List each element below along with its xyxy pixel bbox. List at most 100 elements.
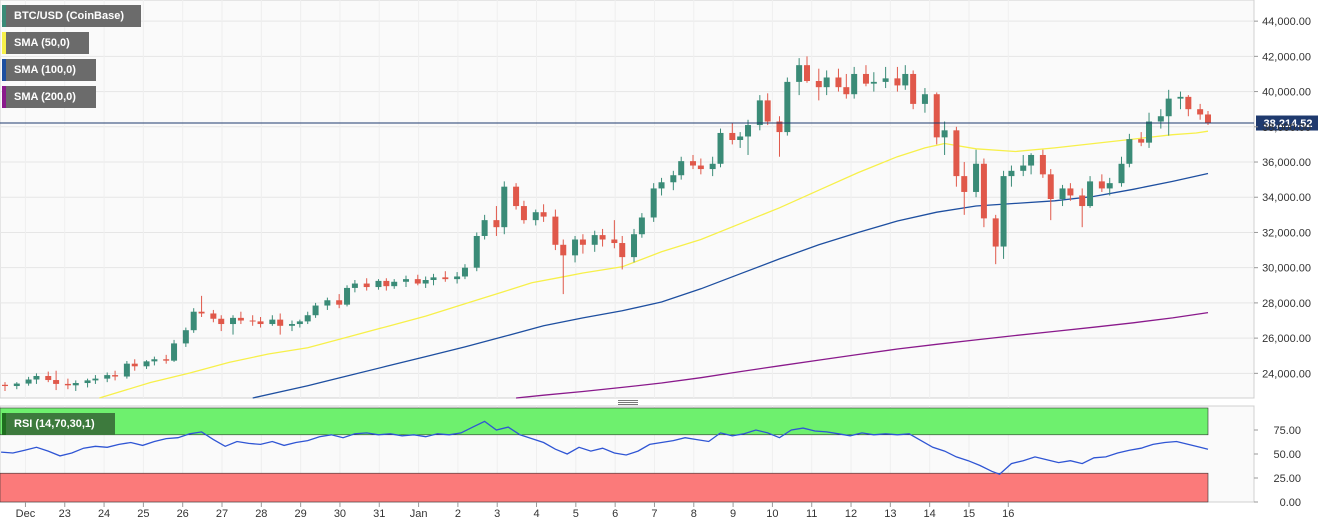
candle-body bbox=[84, 380, 91, 384]
candle-body bbox=[25, 379, 32, 384]
candle bbox=[815, 68, 822, 101]
candle-body bbox=[941, 130, 948, 138]
time-tick-label: 12 bbox=[845, 508, 857, 520]
candle bbox=[921, 88, 928, 113]
candle bbox=[1000, 170, 1007, 259]
candle bbox=[92, 375, 99, 384]
candle-body bbox=[631, 234, 638, 258]
candle bbox=[804, 56, 810, 83]
rsi-tick-label: 25.00 bbox=[1273, 473, 1301, 485]
candle bbox=[729, 123, 736, 145]
candle-body bbox=[619, 243, 626, 258]
candle-body bbox=[363, 283, 370, 288]
candle-body bbox=[815, 81, 822, 88]
time-tick-label: 28 bbox=[255, 508, 267, 520]
candle-body bbox=[882, 78, 889, 82]
candle bbox=[1047, 169, 1054, 221]
candle bbox=[697, 158, 704, 175]
candle bbox=[1146, 112, 1153, 148]
candle-body bbox=[1126, 139, 1133, 164]
candle-body bbox=[697, 165, 704, 170]
time-tick-label: Jan bbox=[410, 508, 428, 520]
candle bbox=[1079, 188, 1086, 228]
candle bbox=[430, 273, 437, 286]
candle bbox=[599, 228, 606, 247]
sma-200-path bbox=[516, 311, 1209, 399]
candle-body bbox=[123, 363, 130, 377]
candle bbox=[902, 65, 909, 90]
price-tick-label: 38,000.00 bbox=[1262, 122, 1311, 134]
candle-body bbox=[756, 100, 763, 126]
candle-body bbox=[540, 212, 547, 217]
candle-body bbox=[403, 279, 409, 282]
candle bbox=[941, 121, 948, 155]
candle-body bbox=[650, 188, 657, 218]
price-tick-label: 24,000.00 bbox=[1262, 368, 1311, 380]
legend-sma100[interactable]: SMA (100,0) bbox=[2, 59, 96, 81]
legend-sma200[interactable]: SMA (200,0) bbox=[2, 86, 96, 108]
candle bbox=[870, 72, 877, 92]
candle-body bbox=[351, 283, 358, 288]
candle-body bbox=[862, 73, 869, 84]
candle bbox=[784, 77, 791, 136]
candle-body bbox=[638, 217, 645, 235]
candle-body bbox=[717, 132, 724, 164]
candle bbox=[493, 206, 500, 236]
price-tick-label: 34,000.00 bbox=[1262, 192, 1311, 204]
candle-body bbox=[843, 87, 850, 95]
legend-instrument[interactable]: BTC/USD (CoinBase) bbox=[2, 5, 141, 27]
candle bbox=[383, 278, 390, 291]
time-tick-label: 16 bbox=[1002, 508, 1014, 520]
candle bbox=[843, 73, 850, 99]
candle bbox=[882, 66, 889, 89]
candle-body bbox=[513, 186, 520, 207]
candle-body bbox=[910, 73, 917, 104]
candle bbox=[324, 297, 331, 310]
price-tick-label: 42,000.00 bbox=[1262, 51, 1311, 63]
candle bbox=[520, 200, 527, 224]
legend-sma50-label: SMA (50,0) bbox=[14, 37, 70, 49]
legend-sma50[interactable]: SMA (50,0) bbox=[2, 32, 89, 54]
price-tick-label: 32,000.00 bbox=[1262, 227, 1311, 239]
candle-body bbox=[422, 280, 429, 284]
rsi-line bbox=[1, 420, 1209, 475]
candle bbox=[619, 235, 626, 270]
rsi-path bbox=[1, 420, 1209, 475]
candle bbox=[933, 92, 940, 145]
candle bbox=[304, 311, 311, 325]
sma-100-path bbox=[252, 172, 1209, 399]
price-pane[interactable] bbox=[0, 0, 1255, 399]
candle bbox=[1197, 103, 1204, 120]
time-tick-label: 10 bbox=[766, 508, 778, 520]
price-tick-label: 40,000.00 bbox=[1262, 87, 1311, 99]
candle-body bbox=[1106, 183, 1113, 189]
candle-body bbox=[64, 383, 71, 386]
time-tick-label: 9 bbox=[730, 508, 736, 520]
candle bbox=[351, 280, 358, 293]
candle bbox=[163, 354, 170, 364]
candle bbox=[481, 214, 488, 240]
candle-body bbox=[481, 220, 488, 236]
candle bbox=[764, 93, 771, 126]
candle-body bbox=[45, 375, 52, 381]
candle bbox=[104, 372, 111, 383]
rsi-axis: 75.00 50.00 25.00 0.00 bbox=[1254, 425, 1301, 509]
candle-body bbox=[163, 359, 170, 361]
legend-rsi[interactable]: RSI (14,70,30,1) bbox=[2, 413, 115, 435]
candle-body bbox=[336, 300, 343, 305]
pane-splitter[interactable] bbox=[618, 400, 638, 405]
candle-body bbox=[1205, 114, 1211, 124]
candle-body bbox=[383, 280, 390, 287]
candle bbox=[1067, 183, 1074, 201]
rsi-tick-label: 75.00 bbox=[1273, 425, 1301, 437]
legend-swatch bbox=[2, 413, 6, 435]
candle-body bbox=[257, 321, 264, 325]
overbought-zone bbox=[0, 407, 1209, 436]
candle-body bbox=[532, 212, 539, 221]
candle bbox=[312, 302, 319, 318]
candle-body bbox=[796, 65, 803, 82]
candle bbox=[1165, 89, 1172, 136]
candle-body bbox=[112, 375, 119, 377]
candle bbox=[579, 234, 586, 254]
candle bbox=[973, 149, 980, 198]
